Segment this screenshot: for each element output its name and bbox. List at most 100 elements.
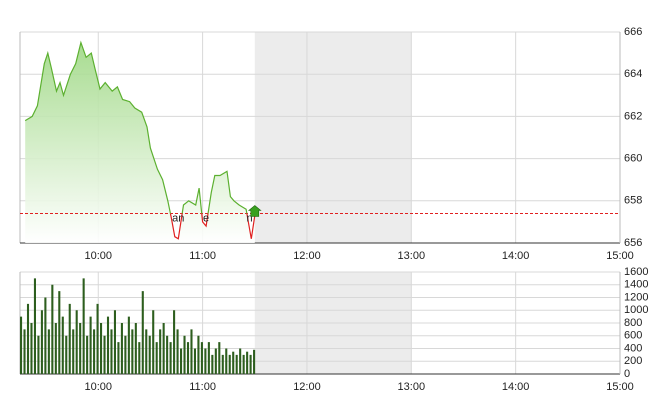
- volume-bar: [204, 348, 207, 374]
- volume-bar: [253, 349, 256, 374]
- volume-bar: [100, 323, 103, 374]
- y-tick-label: 1200: [624, 291, 648, 303]
- x-tick-label: 12:00: [293, 381, 321, 393]
- volume-bar: [193, 348, 196, 374]
- y-tick-label: 658: [624, 195, 642, 207]
- x-tick-label: 11:00: [189, 250, 216, 262]
- volume-bar: [162, 323, 165, 374]
- volume-bar: [37, 335, 40, 374]
- x-tick-label: 13:00: [398, 381, 426, 393]
- volume-bar: [131, 329, 134, 374]
- y-tick-label: 200: [624, 355, 642, 367]
- volume-bar: [106, 316, 110, 374]
- x-tick-label: 10:00: [84, 250, 112, 262]
- last-marker: [247, 205, 262, 217]
- volume-bar: [79, 323, 82, 374]
- volume-bar: [176, 329, 179, 374]
- volume-bar: [246, 351, 249, 374]
- volume-bar: [134, 323, 137, 374]
- annotation: an: [172, 212, 184, 224]
- volume-bar: [68, 303, 71, 374]
- volume-bar: [23, 329, 26, 374]
- volume-bar: [103, 335, 106, 374]
- y-tick-label: 666: [624, 26, 642, 38]
- price-area: [25, 42, 255, 243]
- volume-bar: [173, 310, 176, 374]
- volume-bar: [82, 278, 85, 374]
- volume-bar: [235, 354, 238, 374]
- volume-bar: [89, 316, 92, 374]
- volume-bar: [44, 297, 47, 374]
- volume-bar: [30, 323, 33, 374]
- volume-bar: [120, 323, 123, 374]
- volume-bar: [40, 310, 43, 374]
- volume-bar: [211, 354, 214, 374]
- volume-bar: [65, 335, 68, 374]
- volume-bar: [148, 335, 151, 374]
- volume-bar: [93, 329, 96, 374]
- volume-bar: [225, 348, 228, 374]
- volume-bar: [183, 335, 186, 374]
- volume-bar: [110, 329, 113, 374]
- volume-bar: [166, 335, 169, 374]
- annotation: e: [203, 212, 209, 224]
- volume-bar: [141, 291, 144, 374]
- x-tick-label: 14:00: [502, 250, 530, 262]
- y-tick-label: 662: [624, 110, 642, 122]
- volume-bar: [197, 335, 200, 374]
- x-tick-label: 11:00: [189, 381, 216, 393]
- volume-bar: [242, 354, 245, 374]
- volume-bar: [117, 342, 120, 374]
- volume-bar: [96, 303, 99, 374]
- y-tick-label: 1400: [624, 279, 648, 291]
- x-tick-label: 15:00: [606, 381, 634, 393]
- volume-bar: [127, 316, 130, 374]
- volume-bar: [221, 354, 224, 374]
- y-tick-label: 1000: [624, 304, 648, 316]
- volume-bar: [86, 335, 89, 374]
- x-tick-label: 13:00: [398, 250, 426, 262]
- volume-bar: [214, 348, 217, 374]
- y-tick-label: 656: [624, 237, 642, 249]
- volume-bar: [54, 323, 57, 374]
- volume-bar: [58, 291, 61, 374]
- volume-bar: [20, 316, 23, 374]
- break-shade: [254, 32, 412, 243]
- volume-bar: [113, 310, 116, 374]
- volume-bar: [239, 348, 242, 374]
- x-tick-label: 10:00: [84, 381, 112, 393]
- volume-bar: [138, 342, 141, 374]
- volume-bar: [249, 354, 252, 374]
- y-tick-label: 400: [624, 342, 642, 354]
- volume-bar: [218, 342, 221, 374]
- volume-bar: [207, 342, 210, 374]
- annotation: n: [247, 212, 253, 224]
- y-tick-label: 0: [624, 368, 630, 380]
- volume-bar: [145, 329, 148, 374]
- price-line: [24, 40, 256, 240]
- y-tick-label: 1600: [624, 266, 648, 278]
- x-tick-label: 12:00: [293, 250, 321, 262]
- y-tick-label: 660: [624, 153, 642, 165]
- volume-bar: [61, 316, 64, 374]
- volume-bar: [228, 354, 231, 374]
- volume-bar: [33, 278, 36, 374]
- volume-bar: [72, 329, 75, 374]
- volume-bar: [169, 342, 172, 374]
- volume-bar: [232, 351, 235, 374]
- volume-bar: [180, 348, 183, 374]
- y-tick-label: 664: [624, 68, 642, 80]
- volume-bar: [186, 342, 190, 374]
- volume-bar: [155, 342, 158, 374]
- volume-bar: [26, 303, 30, 374]
- volume-bar: [200, 342, 203, 374]
- y-tick-label: 800: [624, 317, 642, 329]
- volume-bar: [159, 329, 162, 374]
- x-tick-label: 15:00: [606, 250, 634, 262]
- volume-bar: [47, 329, 50, 374]
- volume-bar: [124, 335, 127, 374]
- volume-bar: [75, 310, 78, 374]
- volume-bar: [51, 284, 54, 374]
- volume-bar: [190, 329, 193, 374]
